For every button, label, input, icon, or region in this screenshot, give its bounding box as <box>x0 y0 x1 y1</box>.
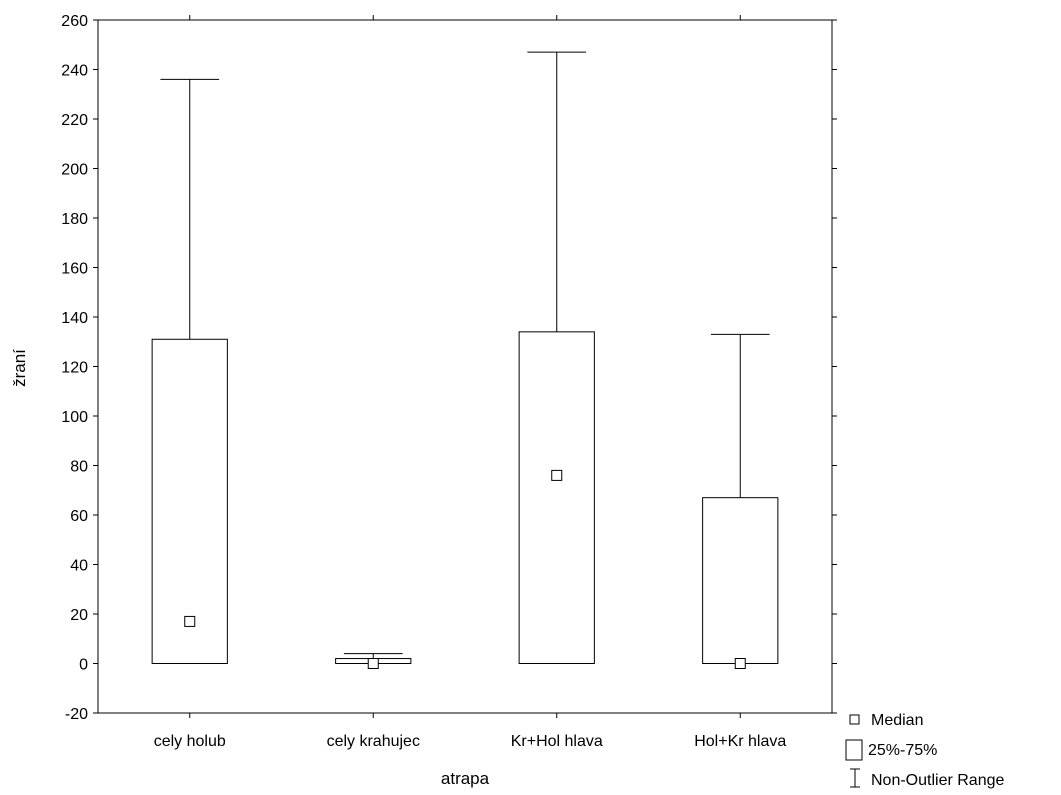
y-tick-label: 0 <box>79 657 88 674</box>
legend: Median 25%-75% Non-Outlier Range <box>845 712 1005 789</box>
y-tick-label: 220 <box>61 112 88 129</box>
iqr-box <box>151 338 228 664</box>
y-tick-label: 40 <box>70 558 88 575</box>
y-tick-label: 120 <box>61 360 88 377</box>
x-axis-ticks: cely holub cely krahujec Kr+Hol hlava Hol+K… <box>154 15 786 750</box>
y-tick-label: 160 <box>61 261 88 278</box>
median-marker <box>734 658 746 669</box>
x-tick-label: Hol+Kr hlava <box>694 733 786 750</box>
y-tick-label: 140 <box>61 310 88 327</box>
iqr-box <box>702 497 779 664</box>
y-axis-title: žraní <box>10 349 29 387</box>
legend-box-icon <box>845 739 863 761</box>
y-tick-label: 80 <box>70 459 88 476</box>
y-tick-label: -20 <box>65 706 88 723</box>
y-tick-label: 200 <box>61 162 88 179</box>
boxes-group <box>151 51 779 669</box>
legend-box-label: 25%-75% <box>868 742 937 759</box>
plot-frame <box>97 19 833 714</box>
x-axis-title: atrapa <box>441 769 490 788</box>
y-tick-label: 180 <box>61 211 88 228</box>
x-tick-label: Kr+Hol hlava <box>511 733 603 750</box>
y-tick-label: 100 <box>61 409 88 426</box>
iqr-box <box>518 331 595 664</box>
y-tick-label: 20 <box>70 607 88 624</box>
legend-median-icon <box>849 714 860 725</box>
x-tick-label: cely holub <box>154 733 226 750</box>
legend-whisker-icon <box>850 768 860 788</box>
median-marker <box>367 658 379 669</box>
y-axis-ticks: -20 0 20 40 60 80 100 120 140 160 180 200 220 240 260 <box>61 13 837 723</box>
x-tick-label: cely krahujec <box>327 733 420 750</box>
legend-whisker-label: Non-Outlier Range <box>871 772 1005 789</box>
y-tick-label: 60 <box>70 508 88 525</box>
median-marker <box>184 615 196 627</box>
y-tick-label: 260 <box>61 13 88 30</box>
median-marker <box>551 469 563 481</box>
y-tick-label: 240 <box>61 63 88 80</box>
legend-median-label: Median <box>871 712 923 729</box>
